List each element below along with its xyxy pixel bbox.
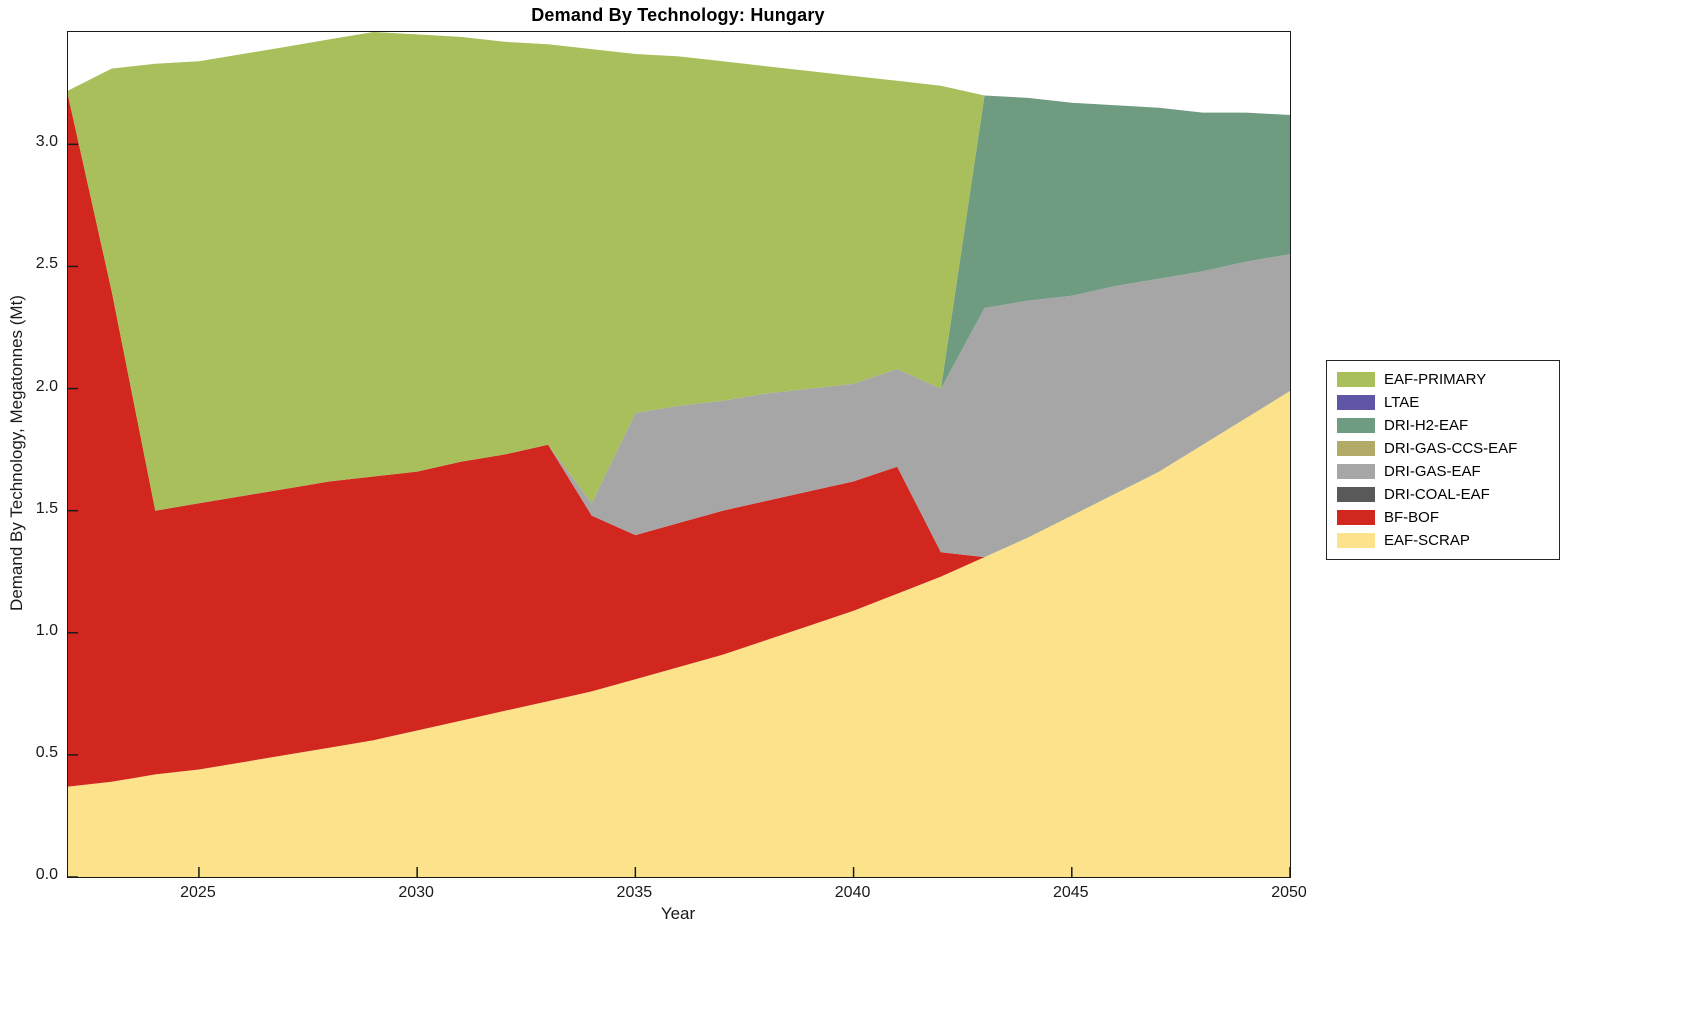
y-tick-label: 1.5 [35,499,58,517]
x-tick-label: 2050 [1271,884,1307,901]
y-tick-label: 0.5 [35,743,58,761]
y-tick-label: 1.0 [35,621,58,639]
legend-swatch-dri-gas-eaf [1337,464,1375,479]
legend-swatch-dri-coal-eaf [1337,487,1375,502]
legend-label: EAF-SCRAP [1384,532,1470,549]
y-tick-label: 2.5 [35,255,58,273]
y-axis-label: Demand By Technology, Megatonnes (Mt) [7,295,26,611]
chart-title: Demand By Technology: Hungary [531,5,825,25]
legend-label: DRI-H2-EAF [1384,417,1469,434]
legend-swatch-bf-bof [1337,510,1375,525]
legend-label: LTAE [1384,394,1420,411]
x-axis-label: Year [660,904,696,923]
legend-item-dri-gas-eaf: DRI-GAS-EAF [1337,460,1549,483]
area-eaf-primary [68,32,1290,511]
stacked-area-svg [68,32,1290,877]
y-tick-label: 3.0 [35,133,58,151]
legend-item-eaf-scrap: EAF-SCRAP [1337,529,1549,552]
plot-area [67,31,1291,878]
y-tick-label: 2.0 [35,377,58,395]
x-tick-label: 2030 [398,884,434,901]
legend-label: BF-BOF [1384,509,1439,526]
legend-item-dri-h2-eaf: DRI-H2-EAF [1337,414,1549,437]
legend-item-ltae: LTAE [1337,391,1549,414]
area-dri-h2-eaf [68,95,1290,511]
area-eaf-scrap [68,391,1290,877]
x-tick-label: 2025 [180,884,216,901]
legend-swatch-dri-gas-ccs-eaf [1337,441,1375,456]
legend-swatch-dri-h2-eaf [1337,418,1375,433]
legend-label: DRI-GAS-EAF [1384,463,1481,480]
x-tick-label: 2045 [1052,884,1089,901]
area-bf-bof [68,95,1290,787]
legend-swatch-eaf-scrap [1337,533,1375,548]
legend-swatch-eaf-primary [1337,372,1375,387]
x-tick-label: 2035 [616,884,653,901]
legend-item-bf-bof: BF-BOF [1337,506,1549,529]
y-tick-label: 0.0 [35,866,58,883]
legend-item-eaf-primary: EAF-PRIMARY [1337,368,1549,391]
legend-label: DRI-COAL-EAF [1384,486,1490,503]
legend-label: DRI-GAS-CCS-EAF [1384,440,1518,457]
legend-label: EAF-PRIMARY [1384,371,1487,388]
legend-swatch-ltae [1337,395,1375,410]
legend-item-dri-coal-eaf: DRI-COAL-EAF [1337,483,1549,506]
legend-item-dri-gas-ccs-eaf: DRI-GAS-CCS-EAF [1337,437,1549,460]
area-dri-gas-eaf [68,95,1290,558]
x-tick-label: 2040 [834,884,871,901]
legend: EAF-PRIMARY LTAE DRI-H2-EAF DRI-GAS-CCS-EAF… [1326,360,1560,560]
